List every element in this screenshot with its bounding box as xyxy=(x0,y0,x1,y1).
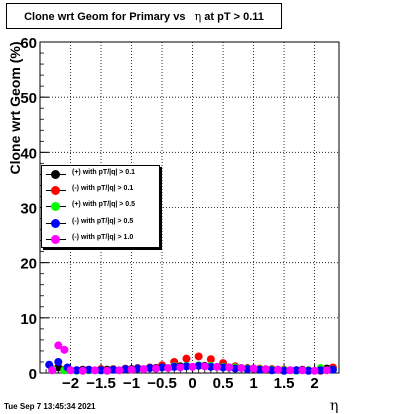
data-point xyxy=(151,364,160,373)
y-tick-label: 30 xyxy=(20,201,37,218)
footer-date: Tue Sep 7 13:45:34 2021 xyxy=(4,402,96,411)
data-point xyxy=(78,366,87,375)
x-tick-label: 1.5 xyxy=(274,375,295,392)
data-point xyxy=(310,366,319,375)
legend-entry: (-) with pT/|q| > 0.1 xyxy=(42,183,159,199)
legend-entry: (+) with pT/|q| > 0.5 xyxy=(42,199,159,215)
data-point xyxy=(115,366,124,375)
legend: (+) with pT/|q| > 0.1 (-) with pT/|q| > 0… xyxy=(41,165,160,248)
legend-label: (-) with pT/|q| > 0.5 xyxy=(72,217,134,225)
data-point xyxy=(200,362,209,371)
data-point xyxy=(249,364,258,373)
x-tick-label: −1 xyxy=(123,375,140,392)
x-tick-label: −0.5 xyxy=(147,375,177,392)
data-point xyxy=(206,355,215,364)
x-tick-label: −2 xyxy=(62,375,79,392)
legend-entry: (+) with pT/|q| > 0.1 xyxy=(42,167,159,183)
chart-title-box: Clone wrt Geom for Primary vs η at pT > … xyxy=(6,3,282,29)
y-axis-label: Clone wrt Geom (%) xyxy=(7,41,23,175)
legend-marker xyxy=(51,234,60,244)
data-point xyxy=(103,366,112,375)
data-point xyxy=(66,366,75,375)
x-tick-label: 0.5 xyxy=(213,375,234,392)
data-point xyxy=(298,366,307,375)
data-point xyxy=(273,365,282,374)
data-point xyxy=(188,362,197,371)
y-tick-label: 50 xyxy=(20,90,37,107)
chart-title-tail: at pT > 0.11 xyxy=(204,11,264,23)
chart-title: Clone wrt Geom for Primary vs xyxy=(24,11,186,23)
x-tick-label: 2 xyxy=(310,375,318,392)
data-point xyxy=(237,364,246,373)
legend-marker xyxy=(51,186,60,196)
data-point xyxy=(54,357,63,366)
x-tick-label: 1 xyxy=(249,375,257,392)
chart-title-eta: η xyxy=(194,10,202,23)
data-point xyxy=(261,365,270,374)
y-tick-label: 40 xyxy=(20,145,37,162)
data-point xyxy=(194,352,203,361)
y-tick-label: 0 xyxy=(29,366,37,383)
x-tick-label: 0 xyxy=(188,375,196,392)
legend-label: (-) with pT/|q| > 1.0 xyxy=(72,233,134,241)
legend-marker xyxy=(51,202,60,212)
data-point xyxy=(212,362,221,371)
x-tick-label: −1.5 xyxy=(86,375,116,392)
data-point xyxy=(164,364,173,373)
legend-label: (+) with pT/|q| > 0.1 xyxy=(72,169,136,176)
data-point xyxy=(60,345,69,354)
legend-marker xyxy=(51,218,60,228)
legend-entry: (-) with pT/|q| > 0.5 xyxy=(42,216,159,232)
x-axis-label: η xyxy=(330,398,339,414)
y-tick-label: 60 xyxy=(20,35,37,52)
legend-entry: (-) with pT/|q| > 1.0 xyxy=(42,232,159,248)
legend-label: (+) with pT/|q| > 0.5 xyxy=(72,201,136,209)
y-tick-label: 20 xyxy=(20,256,37,273)
data-point xyxy=(54,341,63,350)
data-point xyxy=(176,363,185,372)
legend-label: (-) with pT/|q| > 0.1 xyxy=(72,185,134,193)
data-point xyxy=(127,365,136,374)
y-tick-label: 10 xyxy=(20,311,37,328)
data-point xyxy=(48,366,57,375)
data-point xyxy=(139,365,148,374)
data-point xyxy=(286,366,295,375)
data-point xyxy=(182,354,191,363)
data-point xyxy=(322,366,331,375)
data-point xyxy=(225,363,234,372)
legend-marker xyxy=(51,170,60,179)
data-point xyxy=(90,366,99,375)
